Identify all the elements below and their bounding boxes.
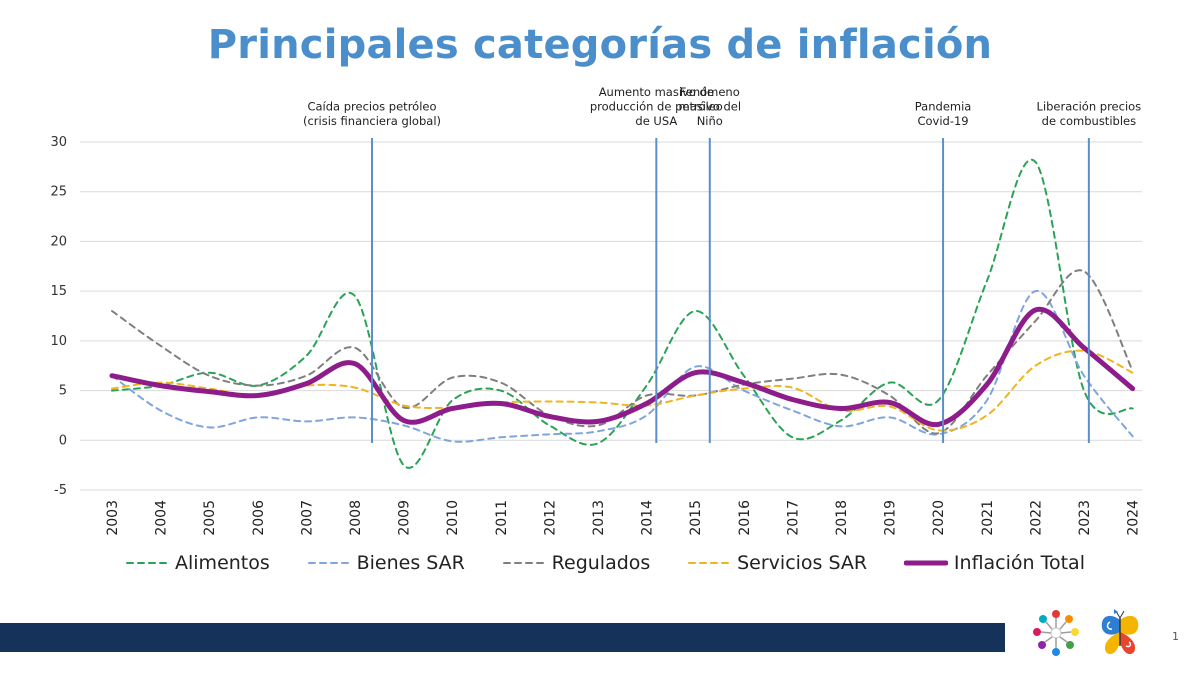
event-label: Caída precios petróleo (307, 100, 436, 114)
event-label: Aumento masivo de (599, 85, 714, 99)
community-logo-icon (1033, 610, 1079, 656)
legend-swatch (126, 562, 168, 564)
x-tick-label: 2005 (202, 500, 218, 536)
x-tick-label: 2009 (397, 500, 413, 536)
x-tick-label: 2020 (931, 500, 947, 536)
event-label: de USA (635, 114, 677, 128)
event-label: (crisis financiera global) (303, 114, 441, 128)
butterfly-logo-icon (1101, 609, 1139, 655)
legend-swatch (903, 560, 948, 566)
x-tick-label: 2015 (688, 500, 704, 536)
y-tick-label: 15 (50, 284, 67, 299)
x-tick-label: 2021 (980, 500, 996, 536)
x-tick-label: 2008 (348, 500, 364, 536)
legend-item-inflacion-total: Inflación Total (903, 552, 1085, 574)
chart-series (109, 158, 1136, 469)
x-tick-label: 2019 (883, 500, 899, 536)
x-tick-label: 2004 (154, 500, 170, 536)
legend-label: Regulados (551, 552, 651, 574)
event-label: Liberación precios (1037, 100, 1142, 114)
event-label: Fenómeno (680, 85, 740, 99)
y-tick-label: 30 (50, 135, 67, 150)
y-tick-label: 25 (50, 185, 67, 200)
event-label: Pandemia (915, 100, 972, 114)
y-tick-label: 5 (59, 384, 67, 399)
legend-label: Servicios SAR (737, 552, 868, 574)
footer-bar (0, 623, 1005, 652)
series-line-inflacion-total (109, 306, 1136, 427)
series-line-bienes-sar (111, 290, 1134, 443)
event-label: Covid-19 (917, 114, 968, 128)
event-label: de combustibles (1042, 114, 1136, 128)
x-tick-label: 2017 (785, 500, 801, 536)
legend-item-regulados: Regulados (502, 552, 651, 574)
x-tick-label: 2018 (834, 500, 850, 536)
x-tick-label: 2023 (1077, 500, 1093, 536)
y-tick-label: 10 (50, 334, 67, 349)
legend-swatch (502, 562, 545, 564)
x-tick-label: 2011 (494, 500, 510, 536)
series-line-alimentos (111, 158, 1134, 469)
x-tick-label: 2016 (737, 500, 753, 536)
legend-label: Inflación Total (953, 552, 1085, 574)
x-tick-label: 2003 (105, 500, 121, 536)
y-axis-ticks: -5 0 5 10 15 20 25 30 (50, 135, 67, 498)
legend-label: Bienes SAR (356, 552, 465, 574)
x-tick-label: 2013 (591, 500, 607, 536)
x-tick-label: 2012 (542, 500, 558, 536)
page-number: 1 (1172, 630, 1179, 643)
slide-title: Principales categorías de inflación (207, 22, 993, 68)
event-label: Niño (697, 114, 723, 128)
y-tick-label: 0 (59, 433, 67, 448)
x-tick-label: 2007 (299, 500, 315, 536)
x-tick-label: 2022 (1028, 500, 1044, 536)
y-tick-label: 20 (50, 234, 67, 249)
legend-item-bienes-sar: Bienes SAR (307, 552, 465, 574)
x-tick-label: 2014 (640, 500, 656, 536)
series-line-regulados (111, 269, 1134, 435)
x-tick-label: 2010 (445, 500, 461, 536)
legend-label: Alimentos (175, 552, 270, 574)
legend-swatch (307, 562, 350, 564)
chart-gridlines (80, 141, 1142, 491)
legend-item-servicios-sar: Servicios SAR (687, 552, 867, 574)
chart-legend: Alimentos Bienes SAR Regulados Servicios SA… (125, 548, 1085, 578)
event-label: masivo del (679, 100, 742, 114)
x-tick-label: 2006 (251, 500, 267, 536)
series-line-servicios-sar (111, 349, 1134, 432)
x-tick-label: 2024 (1126, 500, 1142, 536)
event-label: producción de petróleo (590, 100, 723, 114)
x-axis-ticks: 2003 2004 2005 2006 2007 2008 2009 2010 2011 2012… (105, 500, 1142, 536)
legend-item-alimentos: Alimentos (125, 552, 270, 574)
event-annotations: Caída precios petróleo(crisis financiera… (303, 85, 1141, 443)
legend-swatch (688, 562, 731, 564)
y-tick-label: -5 (54, 483, 67, 498)
